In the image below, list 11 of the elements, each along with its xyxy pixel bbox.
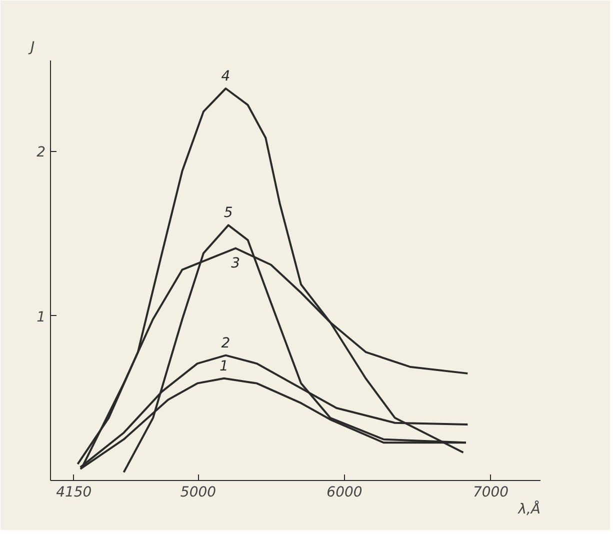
series-label: 5 [224,205,233,222]
series-label: 4 [221,68,230,84]
x-tick-label: 4150 [56,484,92,500]
series-label: 2 [221,335,230,352]
x-axis-title: λ,Å [517,500,540,518]
series-label: 1 [220,358,228,374]
series-label: 3 [231,255,240,272]
x-tick-label: 7000 [472,484,509,500]
x-tick-label: 6000 [326,484,362,500]
y-axis-title: J [28,40,35,56]
x-tick-label: 5000 [180,484,216,500]
